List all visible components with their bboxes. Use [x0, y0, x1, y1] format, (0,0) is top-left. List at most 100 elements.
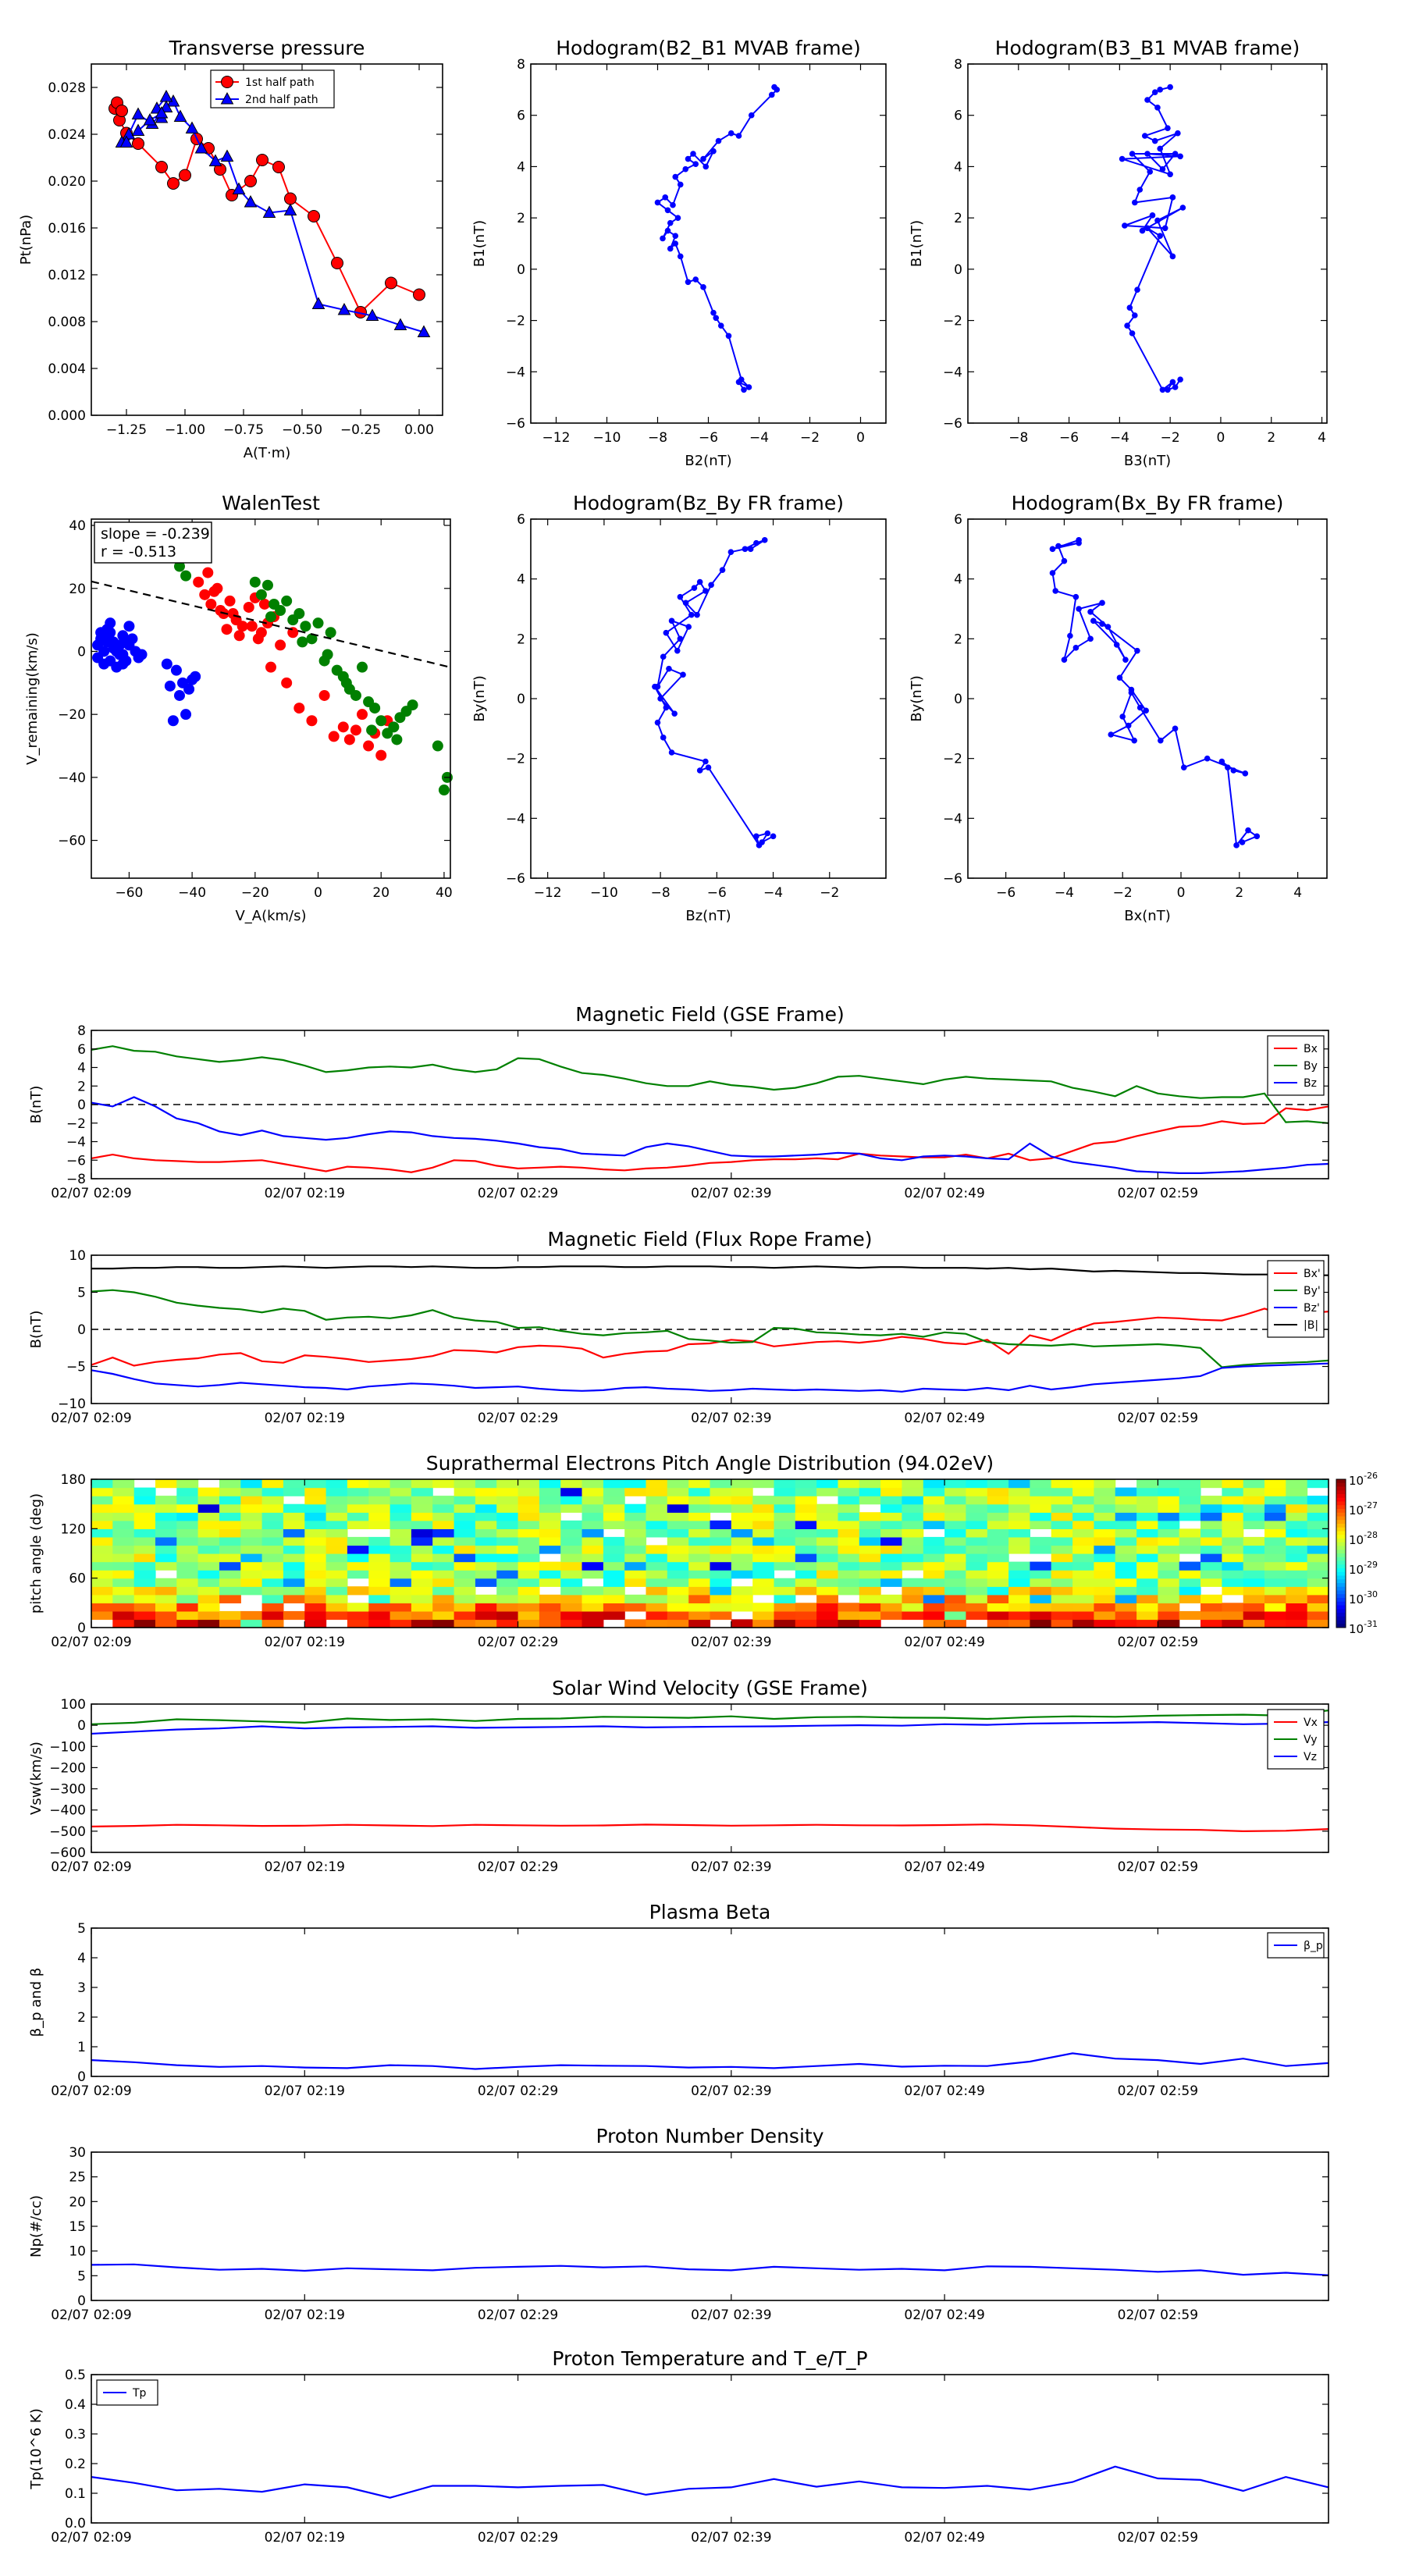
heatmap-cell — [112, 1536, 135, 1546]
legend-label: By' — [1304, 1285, 1321, 1297]
legend-label: |B| — [1304, 1319, 1318, 1332]
x-tick-label: −0.50 — [282, 422, 322, 438]
data-point — [682, 165, 689, 173]
data-point — [363, 740, 375, 752]
heatmap-cell — [667, 1528, 689, 1538]
data-point — [1147, 169, 1154, 175]
heatmap-cell — [304, 1570, 327, 1579]
x-tick-label: −1.25 — [106, 422, 147, 438]
y-tick-label: 0 — [77, 1621, 86, 1636]
series-line — [1051, 539, 1259, 848]
heatmap-cell — [219, 1619, 241, 1628]
heatmap-cell — [1179, 1610, 1201, 1621]
heatmap-cell — [646, 1520, 668, 1529]
heatmap-cell — [283, 1610, 305, 1621]
data-point — [688, 611, 695, 618]
heatmap-cell — [240, 1479, 263, 1489]
series-line — [91, 1105, 1329, 1173]
data-point — [136, 649, 148, 660]
heatmap-cell — [923, 1520, 945, 1529]
heatmap-cell — [454, 1528, 476, 1538]
heatmap-cell — [91, 1512, 113, 1521]
heatmap-cell — [1243, 1487, 1265, 1496]
heatmap-cell — [539, 1561, 561, 1571]
heatmap-cell — [923, 1487, 945, 1496]
data-point — [667, 219, 674, 226]
heatmap-cell — [261, 1561, 284, 1571]
heatmap-cell — [1051, 1512, 1073, 1521]
heatmap-cell — [667, 1561, 689, 1571]
data-point — [764, 830, 771, 837]
heatmap-cell — [838, 1570, 860, 1579]
heatmap-cell — [1115, 1561, 1137, 1571]
heatmap-cell — [1051, 1594, 1073, 1603]
chart-vsw: Solar Wind Velocity (GSE Frame)−600−500−… — [28, 1677, 1329, 1875]
heatmap-cell — [304, 1520, 327, 1529]
chart-title: Magnetic Field (GSE Frame) — [575, 1003, 844, 1026]
heatmap-cell — [1115, 1520, 1137, 1529]
heatmap-cell — [582, 1536, 604, 1546]
y-tick-label: 0.3 — [65, 2427, 86, 2443]
heatmap-cell — [667, 1487, 689, 1496]
data-point — [173, 689, 185, 701]
heatmap-cell — [1222, 1496, 1244, 1505]
y-tick-label: 8 — [77, 1023, 86, 1039]
heatmap-cell — [475, 1578, 497, 1587]
data-point — [700, 155, 706, 162]
data-point — [375, 749, 387, 761]
data-point — [1157, 145, 1163, 152]
data-point — [1177, 376, 1183, 382]
heatmap-cell — [923, 1553, 945, 1563]
heatmap-cell — [774, 1561, 796, 1571]
heatmap-cell — [518, 1479, 540, 1489]
heatmap-cell — [1051, 1503, 1073, 1513]
data-point — [258, 598, 270, 610]
heatmap-cell — [624, 1487, 647, 1496]
heatmap-cell — [1030, 1619, 1052, 1628]
x-tick-label: 02/07 02:39 — [691, 1186, 771, 1201]
heatmap-cell — [816, 1561, 838, 1571]
heatmap-cell — [112, 1586, 135, 1596]
heatmap-cell — [155, 1610, 177, 1621]
data-point — [350, 689, 361, 701]
heatmap-cell — [603, 1520, 625, 1529]
heatmap-cell — [368, 1496, 391, 1505]
heatmap-cell — [923, 1545, 945, 1554]
data-point — [180, 709, 192, 720]
heatmap-cell — [646, 1610, 668, 1621]
heatmap-cell — [795, 1536, 817, 1546]
heatmap-cell — [944, 1520, 966, 1529]
series-line — [91, 1720, 1329, 1735]
x-tick-label: 02/07 02:59 — [1118, 1411, 1198, 1426]
y-tick-label: 5 — [77, 1286, 86, 1301]
heatmap-cell — [283, 1487, 305, 1496]
data-point — [208, 585, 220, 597]
heatmap-cell — [1179, 1528, 1201, 1538]
heatmap-cell — [518, 1496, 540, 1505]
chart-title: Transverse pressure — [169, 37, 365, 59]
heatmap-cell — [539, 1512, 561, 1521]
x-tick-label: −4 — [763, 885, 783, 901]
heatmap-cell — [838, 1503, 860, 1513]
heatmap-cell — [432, 1545, 455, 1554]
heatmap-cell — [752, 1528, 775, 1538]
heatmap-cell — [454, 1496, 476, 1505]
colorbar-segment — [1336, 1486, 1346, 1491]
data-point — [322, 649, 333, 660]
heatmap-cell — [1243, 1520, 1265, 1529]
heatmap-cell — [1030, 1536, 1052, 1546]
heatmap-cell — [411, 1603, 433, 1612]
heatmap-cell — [1200, 1553, 1222, 1563]
data-point — [671, 710, 678, 717]
heatmap-cell — [710, 1520, 732, 1529]
heatmap-cell — [539, 1520, 561, 1529]
colorbar-segment — [1336, 1609, 1346, 1614]
heatmap-cell — [624, 1536, 647, 1546]
data-point — [1204, 755, 1211, 762]
data-point — [119, 135, 133, 148]
heatmap-cell — [1264, 1503, 1286, 1513]
heatmap-cell — [966, 1496, 988, 1505]
heatmap-cell — [1030, 1512, 1052, 1521]
heatmap-cell — [1179, 1545, 1201, 1554]
